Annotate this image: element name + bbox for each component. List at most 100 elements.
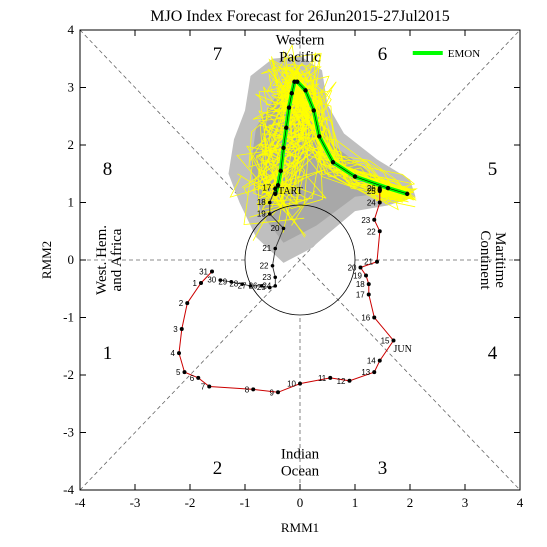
ensemble-member-line bbox=[258, 62, 405, 202]
legend-label: EMON bbox=[448, 48, 480, 60]
observed-day-label: 23 bbox=[361, 216, 370, 225]
prior-track-point bbox=[270, 263, 275, 268]
phase-number: 5 bbox=[488, 159, 498, 180]
observed-track-point bbox=[377, 229, 382, 234]
ensemble-member-line bbox=[236, 52, 399, 236]
observed-day-label: 25 bbox=[367, 187, 376, 196]
y-tick-label: 0 bbox=[68, 252, 75, 267]
observed-track-point bbox=[391, 338, 396, 343]
prior-track-point bbox=[267, 212, 272, 216]
observed-day-label: 24 bbox=[367, 199, 376, 208]
observed-day-label: 20 bbox=[348, 263, 357, 272]
observed-track-point bbox=[347, 378, 352, 383]
prior-track-point bbox=[267, 285, 272, 290]
prior-track-point bbox=[273, 284, 278, 288]
prior-track-point bbox=[273, 275, 278, 280]
ensemble-member-line bbox=[248, 56, 401, 199]
month-label: JUN bbox=[394, 344, 412, 355]
phase-number: 3 bbox=[378, 458, 388, 479]
prior-track-point bbox=[273, 246, 278, 251]
ensemble-member-line bbox=[246, 52, 404, 238]
prior-track-point bbox=[218, 278, 223, 282]
phase-number: 8 bbox=[103, 159, 113, 180]
ensemble-mean-point bbox=[330, 160, 336, 165]
observed-day-label: 8 bbox=[245, 385, 250, 394]
ensemble-mean-point bbox=[317, 134, 322, 139]
observed-track-point bbox=[179, 327, 184, 331]
prior-track-point bbox=[267, 200, 272, 205]
region-label-maritime: Maritime bbox=[492, 232, 508, 288]
observed-track-point bbox=[377, 186, 382, 191]
observed-day-label: 4 bbox=[171, 349, 176, 358]
x-tick-label: 3 bbox=[462, 495, 469, 510]
ensemble-mean-point bbox=[289, 91, 294, 96]
observed-track-point bbox=[177, 351, 181, 356]
observed-day-label: 12 bbox=[337, 377, 346, 386]
region-label-west-hem: West. Hem. bbox=[94, 225, 110, 295]
x-tick-label: -2 bbox=[185, 495, 196, 510]
observed-day-label: 17 bbox=[356, 291, 365, 300]
observed-track-point bbox=[372, 370, 377, 375]
observed-track-point bbox=[182, 370, 187, 375]
ensemble-member-line bbox=[258, 67, 403, 213]
observed-day-label: 18 bbox=[356, 280, 365, 289]
y-tick-label: 4 bbox=[68, 22, 75, 37]
prior-track-day-label: 21 bbox=[262, 244, 271, 253]
observed-day-label: 21 bbox=[364, 258, 373, 267]
phase-number: 7 bbox=[213, 44, 223, 65]
ensemble-mean-point bbox=[292, 79, 297, 84]
prior-track-point bbox=[248, 284, 253, 288]
prior-track-day-label: 19 bbox=[257, 210, 266, 219]
region-label-western-pacific: Western bbox=[276, 32, 325, 48]
observed-day-label: 11 bbox=[318, 374, 327, 383]
prior-track-day-label: 30 bbox=[207, 276, 216, 285]
diagonal-guide bbox=[79, 29, 521, 491]
x-tick-label: 0 bbox=[297, 495, 304, 510]
y-tick-label: 2 bbox=[68, 137, 75, 152]
observed-day-label: 1 bbox=[193, 279, 198, 288]
prior-track-point bbox=[259, 284, 264, 288]
observed-day-label: 5 bbox=[176, 368, 181, 377]
phase-number: 4 bbox=[488, 343, 498, 364]
chart-title: MJO Index Forecast for 26Jun2015-27Jul20… bbox=[150, 8, 450, 25]
plot-area: -4-3-2-101234-4-3-2-10123420212223242526… bbox=[63, 22, 524, 510]
observed-day-label: 31 bbox=[199, 268, 208, 277]
observed-day-label: 14 bbox=[367, 357, 376, 366]
y-axis-label: RMM2 bbox=[39, 241, 54, 279]
prior-track-day-label: 18 bbox=[257, 198, 266, 207]
prior-track-day-label: 17 bbox=[262, 184, 271, 193]
ensemble-mean-point bbox=[385, 185, 391, 191]
y-tick-label: -3 bbox=[63, 425, 74, 440]
observed-track-point bbox=[358, 265, 363, 270]
y-tick-label: -1 bbox=[63, 310, 74, 325]
prior-track-point bbox=[240, 282, 245, 286]
ensemble-mean-point bbox=[405, 191, 410, 197]
ensemble-member-line bbox=[237, 50, 417, 209]
region-label-west-hem: and Africa bbox=[109, 228, 125, 291]
observed-day-label: 7 bbox=[201, 383, 206, 392]
observed-track-point bbox=[372, 315, 377, 320]
observed-track-point bbox=[366, 292, 371, 297]
observed-day-label: 16 bbox=[361, 314, 370, 323]
ensemble-member-line bbox=[261, 66, 401, 200]
observed-track-point bbox=[276, 390, 280, 395]
prior-track-point bbox=[273, 186, 278, 190]
phase-number: 2 bbox=[213, 458, 223, 479]
observed-day-label: 10 bbox=[287, 380, 296, 389]
ensemble-mean-point bbox=[281, 145, 286, 151]
phase-number: 1 bbox=[103, 343, 113, 364]
observed-day-label: 19 bbox=[353, 272, 362, 281]
ensemble-member-line bbox=[258, 71, 402, 196]
phase-number: 6 bbox=[378, 44, 388, 65]
observed-track-point bbox=[196, 375, 201, 380]
ensemble-mean-point bbox=[273, 191, 278, 197]
x-tick-label: -3 bbox=[130, 495, 141, 510]
y-tick-label: -4 bbox=[63, 482, 74, 497]
prior-track-day-label: 24 bbox=[262, 281, 271, 290]
observed-track-point bbox=[377, 189, 382, 193]
x-tick-label: -1 bbox=[240, 495, 251, 510]
unit-circle bbox=[244, 204, 356, 316]
prior-track-point bbox=[281, 226, 286, 231]
observed-track-point bbox=[298, 381, 302, 386]
month-label: START bbox=[273, 186, 303, 197]
